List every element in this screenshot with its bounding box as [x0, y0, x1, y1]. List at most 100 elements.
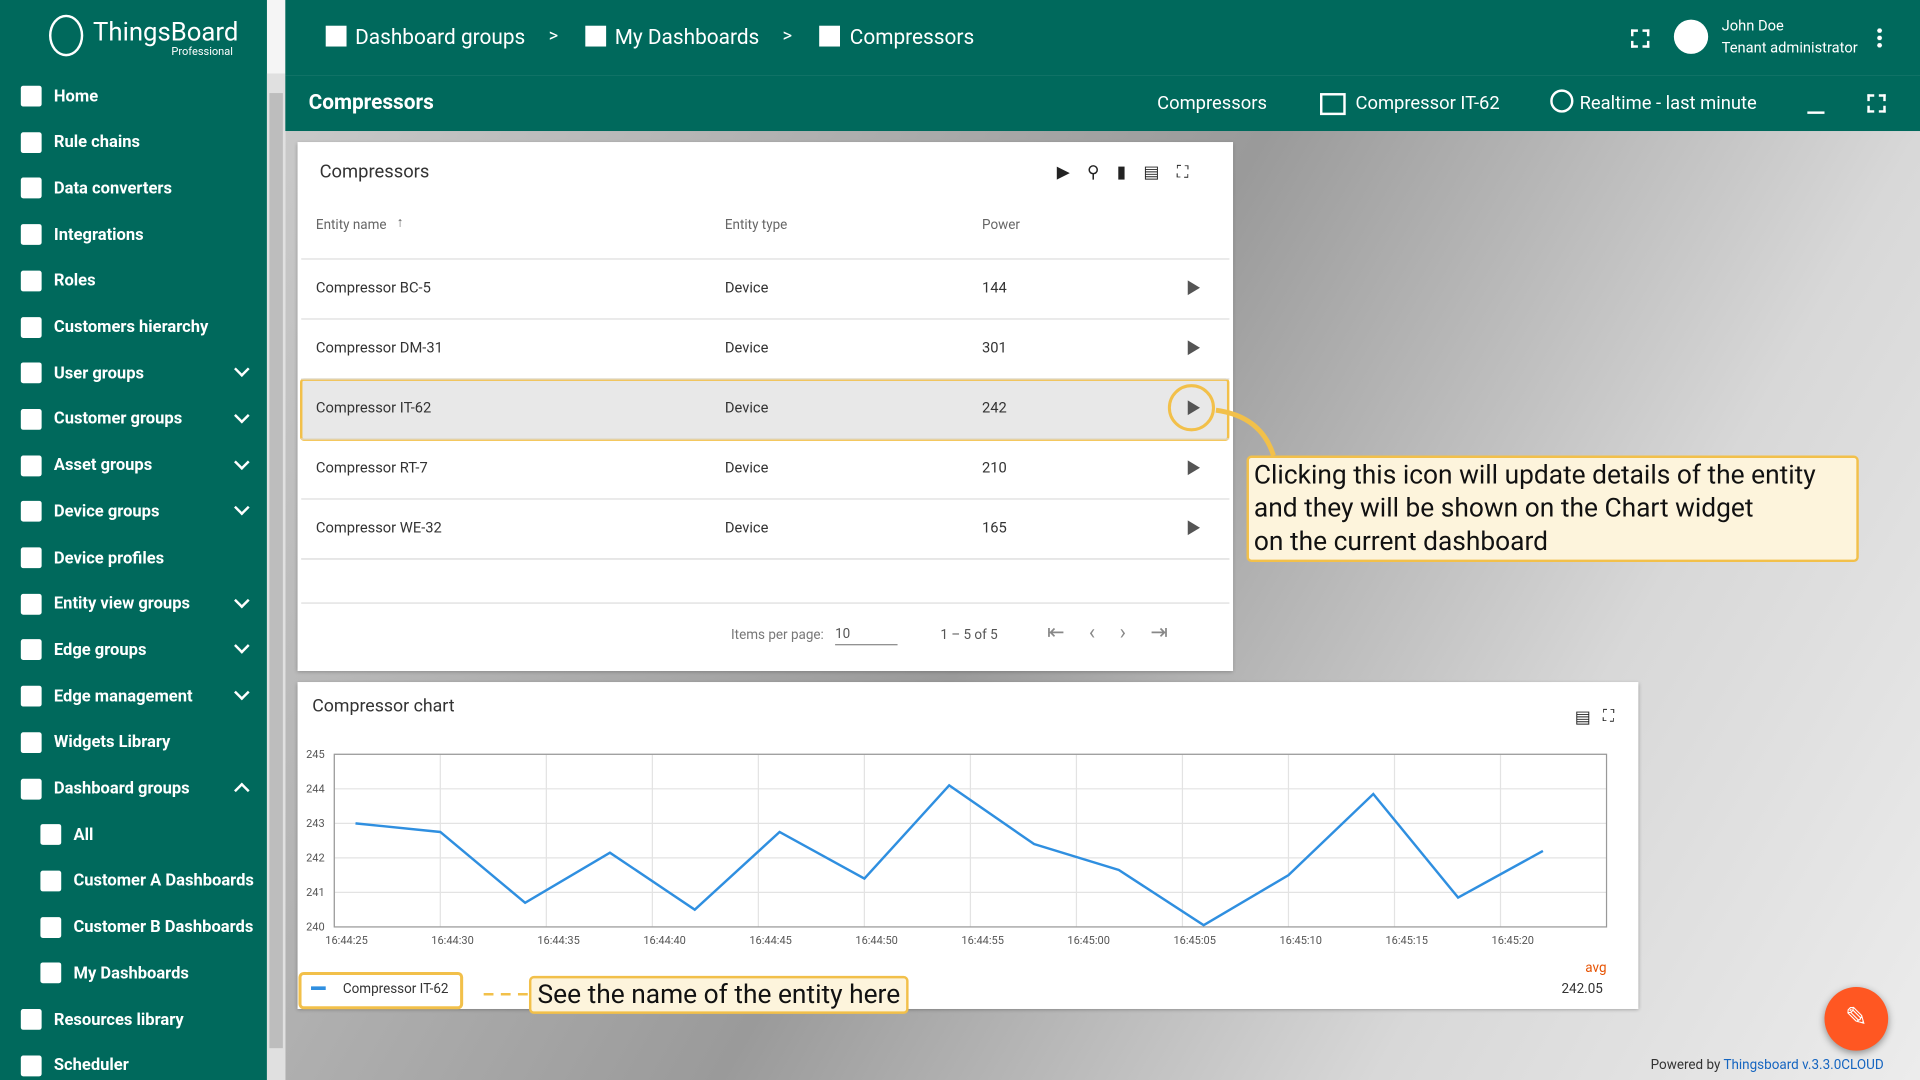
timewindow[interactable]: Realtime - last minute	[1579, 91, 1757, 114]
table-cell: 144	[982, 279, 1007, 297]
menu-icon	[20, 270, 42, 292]
menu-label: All	[73, 824, 94, 845]
dashboard-title: Compressors	[308, 90, 434, 116]
menu-item[interactable]: Dashboard groups	[0, 766, 267, 811]
menu-item[interactable]: Home	[0, 73, 267, 118]
breadcrumb[interactable]: My Dashboards	[614, 25, 760, 51]
table-cell: Device	[724, 279, 769, 297]
menu-icon	[20, 501, 42, 522]
logo-icon	[48, 14, 84, 57]
x-tick-label: 16:44:45	[749, 934, 791, 947]
menu-icon	[40, 916, 62, 938]
menu-icon	[20, 178, 42, 199]
expand-chevron[interactable]	[234, 684, 250, 701]
crumb-icon	[585, 25, 607, 47]
fullscreen-button[interactable]	[1631, 29, 1650, 48]
export-button[interactable]: ▤	[1575, 707, 1591, 727]
expand-chevron[interactable]	[234, 500, 250, 516]
menu-item[interactable]: Customers hierarchy	[0, 304, 267, 349]
menu-item[interactable]: Roles	[0, 258, 267, 303]
y-tick-label: 245	[306, 748, 325, 761]
menu-item[interactable]: Widgets Library	[0, 720, 267, 765]
menu-label: Customer B Dashboards	[73, 917, 254, 937]
menu-item[interactable]: Device profiles	[0, 535, 267, 580]
export-button[interactable]	[1807, 92, 1825, 114]
expand-chevron[interactable]	[234, 453, 250, 470]
menu-item[interactable]: Rule chains	[0, 120, 267, 165]
x-tick-label: 16:44:50	[855, 934, 897, 947]
menu-item[interactable]: Asset groups	[0, 443, 267, 488]
row-action[interactable]	[1187, 280, 1201, 296]
menu-item[interactable]: User groups	[0, 350, 267, 395]
table-cell: Compressor DM-31	[315, 339, 443, 357]
widget-title: Compressors	[319, 160, 430, 183]
chart: Compressor chart ▤ ⛶ avg 242.05 240 241 24…	[306, 696, 1615, 997]
chart-title: Compressor chart	[312, 696, 455, 716]
clock-icon	[1550, 89, 1574, 113]
crumb-icon	[819, 25, 841, 47]
menu-item[interactable]: Customer B Dashboards	[0, 904, 267, 949]
widget-actions[interactable]: ▶⚲▮▤⛶	[1056, 162, 1206, 183]
callout: Clicking this icon will update details o…	[1246, 455, 1859, 563]
expand-chevron[interactable]	[234, 782, 250, 798]
y-tick-label: 243	[306, 817, 325, 830]
menu-item[interactable]: All	[0, 812, 267, 857]
table-cell: Compressor WE-32	[315, 519, 442, 537]
row-action[interactable]	[1187, 400, 1201, 416]
menu-label: Integrations	[53, 224, 144, 245]
menu-item[interactable]: Resources library	[0, 997, 267, 1042]
menu-icon	[20, 455, 42, 476]
page-range: 1 – 5 of 5	[940, 626, 998, 643]
expand-chevron[interactable]	[234, 638, 250, 655]
row-action[interactable]	[1187, 520, 1201, 536]
menu-label: Rule chains	[53, 132, 140, 153]
row-separator	[301, 378, 1230, 380]
menu-label: Asset groups	[53, 455, 153, 476]
menu-item[interactable]: My Dashboards	[0, 951, 267, 996]
column-header[interactable]: Entity name	[315, 216, 387, 233]
logo: ThingsBoard	[93, 18, 239, 48]
edit-fab[interactable]: ✎	[1824, 986, 1889, 1051]
menu-label: Edge groups	[53, 640, 147, 660]
fullscreen-button[interactable]: ⛶	[1603, 706, 1615, 725]
table-cell: Compressor IT-62	[315, 399, 432, 417]
row-separator	[301, 258, 1230, 260]
menu-item[interactable]: Entity view groups	[0, 581, 267, 626]
table-cell: Device	[724, 399, 769, 417]
items-per-page-label: Items per page:	[731, 626, 824, 643]
more-button[interactable]	[1877, 26, 1883, 49]
menu-item[interactable]: Integrations	[0, 212, 267, 257]
expand-chevron[interactable]	[234, 592, 250, 609]
row-separator	[301, 498, 1230, 500]
menu-item[interactable]: Device groups	[0, 489, 267, 534]
entity-icon	[1320, 93, 1346, 116]
row-separator	[301, 602, 1230, 604]
table-cell: 165	[982, 519, 1007, 537]
menu-icon	[20, 224, 42, 246]
menu-label: Device profiles	[53, 547, 165, 568]
menu-item[interactable]: Edge management	[0, 674, 267, 719]
row-action[interactable]	[1187, 340, 1201, 356]
avatar[interactable]	[1673, 19, 1709, 54]
expand-chevron[interactable]	[234, 407, 250, 424]
expand-chevron[interactable]	[234, 361, 250, 378]
items-per-page-select[interactable]: 10	[835, 626, 898, 646]
state-select[interactable]: Compressors	[1157, 91, 1267, 114]
y-tick-label: 240	[306, 921, 325, 934]
menu-item[interactable]: Customer groups	[0, 397, 267, 442]
series-line	[355, 783, 1544, 927]
fullscreen-button[interactable]	[1867, 94, 1886, 113]
menu-icon	[20, 131, 42, 153]
menu-item[interactable]: Scheduler	[0, 1043, 267, 1080]
row-action[interactable]	[1187, 460, 1201, 476]
pagination-buttons[interactable]: ⇤‹›⇥	[1046, 620, 1193, 646]
menu-item[interactable]: Edge groups	[0, 627, 267, 672]
sidebar: ThingsBoard Professional Home Rule chains…	[0, 0, 267, 1080]
breadcrumb[interactable]: Dashboard groups	[355, 25, 526, 51]
menu-item[interactable]: Customer A Dashboards	[0, 858, 267, 903]
menu-item[interactable]: Data converters	[0, 166, 267, 211]
footer: Powered by Thingsboard v.3.3.0CLOUD	[1651, 1057, 1884, 1073]
menu-icon	[20, 731, 42, 753]
version-link[interactable]: Thingsboard v.3.3.0CLOUD	[1723, 1056, 1884, 1073]
entity-alias[interactable]: Compressor IT-62	[1355, 91, 1500, 114]
